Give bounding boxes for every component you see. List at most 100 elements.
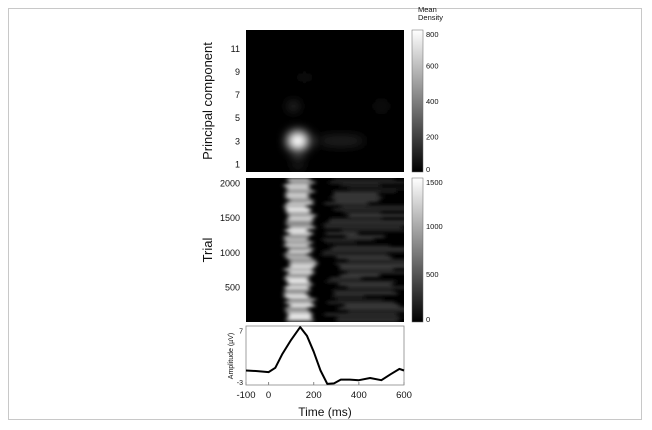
trial-weak-segment bbox=[338, 307, 404, 310]
trial-weak-segment bbox=[340, 184, 381, 187]
colorbar-tick-label: 200 bbox=[426, 133, 439, 142]
trial-band-segment bbox=[284, 286, 310, 289]
colorbar-tick-label: 0 bbox=[426, 315, 430, 324]
colorbar-tick-label: 0 bbox=[426, 165, 430, 174]
trial-band-segment bbox=[284, 238, 308, 241]
x-tick-label: 200 bbox=[306, 390, 322, 401]
trial-band-segment bbox=[289, 304, 314, 307]
trial-band-segment bbox=[286, 319, 314, 322]
heatmap-peak bbox=[316, 135, 365, 146]
trial-weak-segment bbox=[336, 298, 384, 301]
trial-band-segment bbox=[285, 229, 308, 232]
trial-weak-segment bbox=[337, 316, 402, 319]
trial-band-segment bbox=[285, 307, 308, 310]
x-tick-label: 0 bbox=[266, 390, 271, 401]
trial-band-segment bbox=[284, 244, 309, 247]
trial-band-segment bbox=[284, 253, 308, 256]
trial-weak-segment bbox=[342, 211, 381, 214]
trial-band-segment bbox=[284, 277, 309, 280]
trial-weak-segment bbox=[322, 250, 404, 253]
trial-band-segment bbox=[286, 274, 311, 277]
trial-y-tick-label: 1500 bbox=[220, 213, 240, 223]
pc-heatmap bbox=[246, 30, 404, 172]
erp-waveform bbox=[245, 326, 405, 385]
trial-band-segment bbox=[288, 313, 312, 316]
trial-weak-segment bbox=[334, 244, 390, 247]
trial-weak-segment bbox=[330, 217, 382, 220]
trial-band-segment bbox=[286, 223, 312, 226]
x-axis-label: Time (ms) bbox=[298, 405, 352, 419]
colorbar-title: Mean bbox=[418, 5, 437, 14]
trial-band-segment bbox=[287, 250, 312, 253]
trial-band-segment bbox=[284, 205, 307, 208]
trial-band-segment bbox=[289, 232, 313, 235]
heatmap-peak bbox=[291, 158, 304, 169]
trial-band-segment bbox=[285, 241, 313, 244]
trial-weak-segment bbox=[332, 295, 365, 298]
trial-weak-segment bbox=[335, 262, 404, 265]
pc-y-tick-label: 3 bbox=[235, 136, 240, 146]
heatmap-peak bbox=[287, 101, 300, 112]
trial-band-segment bbox=[287, 316, 312, 319]
trial-weak-segment bbox=[332, 289, 394, 292]
trial-weak-segment bbox=[345, 235, 385, 238]
erp-y-tick-label: -3 bbox=[237, 380, 243, 387]
trial-weak-segment bbox=[348, 187, 404, 190]
colorbar-tick-label: 800 bbox=[426, 30, 439, 39]
trial-weak-segment bbox=[333, 193, 378, 196]
figure-border bbox=[8, 8, 642, 420]
pc-y-tick-label: 7 bbox=[235, 90, 240, 100]
trial-weak-segment bbox=[325, 232, 358, 235]
colorbar-tick-label: 1500 bbox=[426, 178, 443, 187]
colorbar-density bbox=[411, 29, 424, 173]
trial-band-segment bbox=[287, 217, 314, 220]
erp-y-tick-label: 7 bbox=[239, 328, 243, 335]
trial-band-segment bbox=[287, 178, 310, 181]
trial-weak-segment bbox=[336, 256, 392, 259]
trial-band-segment bbox=[288, 271, 314, 274]
trial-weak-segment bbox=[336, 319, 398, 322]
pc-y-tick-label: 11 bbox=[231, 44, 240, 54]
erp-plot-area bbox=[245, 325, 405, 386]
trial-band-segment bbox=[289, 181, 315, 184]
pc-y-tick-label: 1 bbox=[235, 159, 240, 169]
trial-y-tick-label: 1000 bbox=[220, 248, 240, 258]
trial-band-segment bbox=[289, 226, 315, 229]
trial-y-axis-label: Trial bbox=[200, 237, 215, 262]
trial-band-segment bbox=[284, 289, 310, 292]
trial-weak-segment bbox=[340, 274, 380, 277]
colorbar-title: Density bbox=[418, 13, 443, 22]
trial-band-segment bbox=[284, 184, 310, 187]
trial-weak-segment bbox=[347, 286, 404, 289]
trial-band-segment bbox=[285, 196, 309, 199]
heatmap-peak bbox=[298, 72, 311, 83]
pc-y-tick-label: 5 bbox=[235, 113, 240, 123]
trial-weak-segment bbox=[340, 268, 394, 271]
trial-weak-segment bbox=[323, 223, 404, 226]
trial-y-tick-label: 500 bbox=[225, 283, 240, 293]
pc-y-tick-label: 9 bbox=[235, 67, 240, 77]
heatmap-peak bbox=[375, 101, 388, 112]
trial-band-segment bbox=[284, 295, 309, 298]
colorbar-tick-label: 400 bbox=[426, 97, 439, 106]
trial-weak-segment bbox=[329, 181, 404, 184]
trial-band-segment bbox=[285, 193, 309, 196]
trial-weak-segment bbox=[348, 214, 404, 217]
trial-band-segment bbox=[284, 292, 307, 295]
trial-band-segment bbox=[289, 265, 315, 268]
trial-band-segment bbox=[286, 310, 310, 313]
x-tick-label: -100 bbox=[236, 390, 255, 401]
trial-weak-segment bbox=[341, 229, 404, 232]
trial-weak-segment bbox=[348, 310, 404, 313]
trial-y-tick-label: 2000 bbox=[220, 178, 240, 188]
trial-weak-segment bbox=[340, 205, 404, 208]
trial-band-segment bbox=[284, 235, 310, 238]
trial-weak-segment bbox=[333, 190, 397, 193]
trial-weak-segment bbox=[328, 220, 404, 223]
trial-band-segment bbox=[286, 256, 312, 259]
trial-band-segment bbox=[286, 220, 313, 223]
trial-weak-segment bbox=[324, 226, 402, 229]
trial-weak-segment bbox=[331, 196, 383, 199]
trial-weak-segment bbox=[344, 304, 400, 307]
trial-band-segment bbox=[288, 298, 316, 301]
